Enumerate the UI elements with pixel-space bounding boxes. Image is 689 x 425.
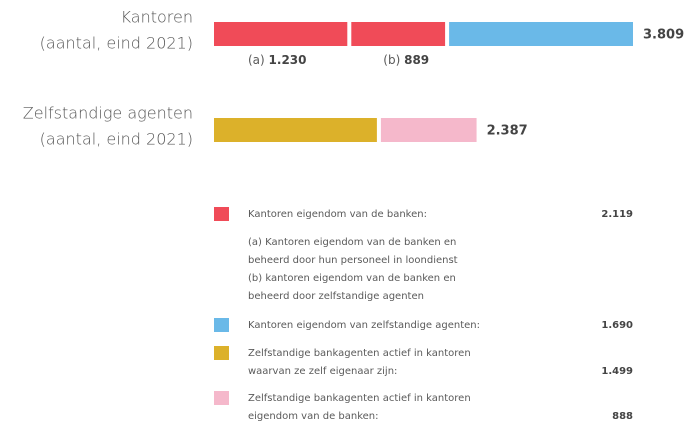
bar-segment (214, 22, 348, 46)
legend-text: waarvan ze zelf eigenaar zijn: (248, 366, 397, 377)
legend-note: beheerd door zelfstandige agenten (248, 291, 424, 302)
legend-swatch (214, 318, 229, 332)
bar-segment (449, 22, 633, 46)
segment-tag: (b) (383, 53, 400, 67)
legend-swatch (214, 391, 229, 405)
segment-label: (b) 889 (383, 53, 429, 67)
bar-segment (214, 118, 377, 142)
category-label: Zelfstandige agenten (23, 104, 193, 123)
segment-value: 1.230 (269, 53, 307, 67)
category-label: (aantal, eind 2021) (40, 34, 193, 53)
legend-swatch (214, 346, 229, 360)
legend-value: 888 (612, 411, 633, 422)
total-label: 2.387 (487, 124, 528, 139)
legend-value: 1.690 (601, 320, 633, 331)
segment-value: 889 (404, 53, 429, 67)
total-label: 3.809 (643, 28, 684, 43)
legend-text: Kantoren eigendom van zelfstandige agent… (248, 320, 480, 331)
category-label: Kantoren (121, 8, 193, 27)
legend-note: (b) kantoren eigendom van de banken en (248, 273, 456, 284)
category-label: (aantal, eind 2021) (40, 130, 193, 149)
legend-note: beheerd door hun personeel in loondienst (248, 255, 458, 266)
legend-text: Zelfstandige bankagenten actief in kanto… (248, 348, 471, 359)
legend-text: Kantoren eigendom van de banken: (248, 209, 427, 220)
legend-value: 1.499 (601, 366, 633, 377)
legend-value: 2.119 (601, 209, 633, 220)
bar-segment (380, 118, 477, 142)
legend-text: eigendom van de banken: (248, 411, 379, 422)
legend-note: (a) Kantoren eigendom van de banken en (248, 237, 456, 248)
segment-tag: (a) (248, 53, 265, 67)
segment-label: (a) 1.230 (248, 53, 307, 67)
bar-segment (351, 22, 446, 46)
legend-swatch (214, 207, 229, 221)
legend-text: Zelfstandige bankagenten actief in kanto… (248, 393, 471, 404)
